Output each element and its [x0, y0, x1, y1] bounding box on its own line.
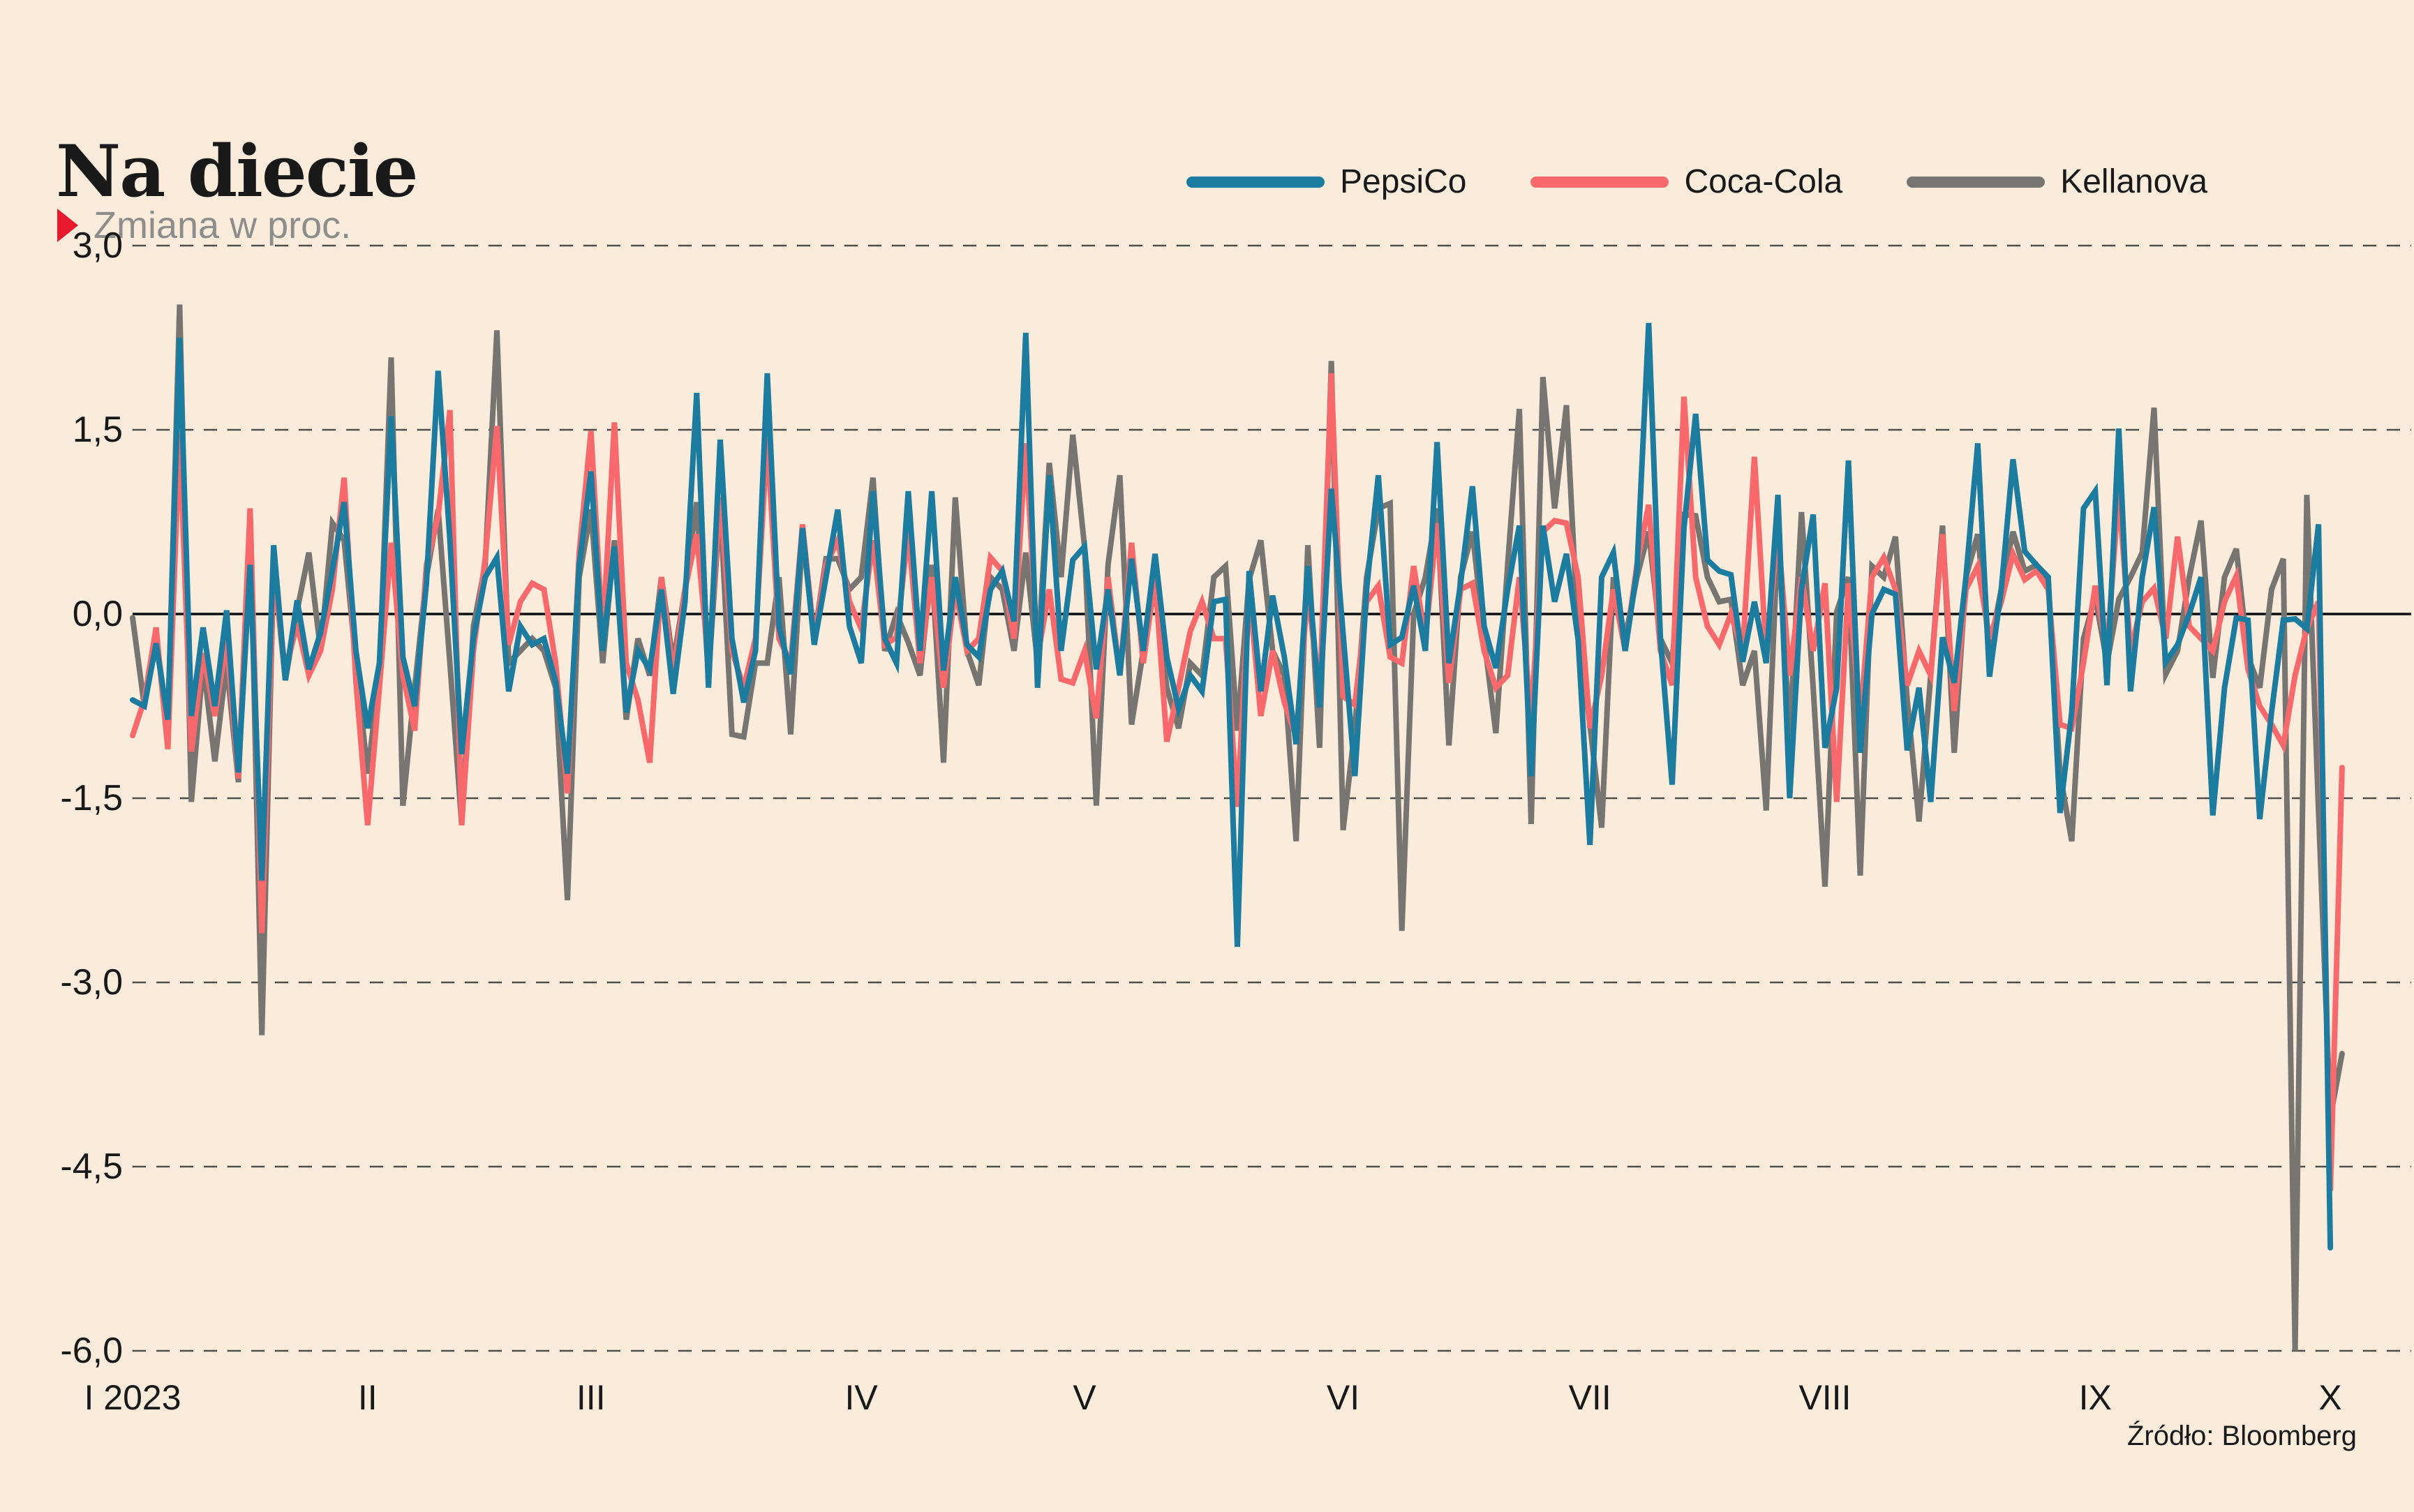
legend-item: Coca-Cola [1530, 163, 1842, 201]
series-line-kellanova [130, 304, 2345, 1352]
source-credit: Źródło: Bloomberg [2126, 1421, 2357, 1451]
legend-item: Kellanova [1907, 163, 2207, 201]
x-tick-label: IV [844, 1378, 878, 1417]
legend-label: Coca-Cola [1684, 163, 1843, 200]
y-tick-label: 1,5 [72, 410, 123, 450]
series-line-cocacola [130, 373, 2345, 1192]
legend-item: PepsiCo [1186, 163, 1466, 201]
x-tick-label: V [1073, 1378, 1096, 1417]
chart-subtitle: Zmiana w proc. [94, 204, 352, 246]
series-line-pepsico [130, 322, 2334, 1251]
legend-swatch-icon [1530, 176, 1669, 188]
y-tick-label: 3,0 [72, 225, 123, 266]
legend-label: Kellanova [2060, 163, 2208, 200]
y-tick-label: -3,0 [60, 962, 123, 1003]
page-title: Na diecie [56, 130, 419, 214]
y-tick-label: -1,5 [60, 778, 123, 818]
x-tick-label: IX [2078, 1378, 2112, 1417]
legend-swatch-icon [1907, 176, 2046, 188]
x-tick-label: VIII [1798, 1378, 1852, 1417]
y-tick-label: -4,5 [60, 1146, 123, 1187]
legend-label: PepsiCo [1340, 163, 1467, 200]
y-tick-label: -6,0 [60, 1331, 123, 1371]
x-tick-label: I 2023 [84, 1378, 181, 1417]
chart-legend: PepsiCo Coca-Cola Kellanova [1186, 163, 2207, 201]
y-tick-label: 0,0 [72, 594, 123, 634]
x-tick-label: X [2318, 1378, 2342, 1417]
subtitle-row: Zmiana w proc. [57, 204, 351, 247]
red-arrow-icon [57, 209, 78, 242]
x-tick-label: VII [1568, 1378, 1611, 1417]
x-tick-label: III [576, 1378, 606, 1417]
legend-swatch-icon [1186, 176, 1325, 188]
x-tick-label: II [357, 1378, 378, 1417]
x-tick-label: VI [1326, 1378, 1360, 1417]
